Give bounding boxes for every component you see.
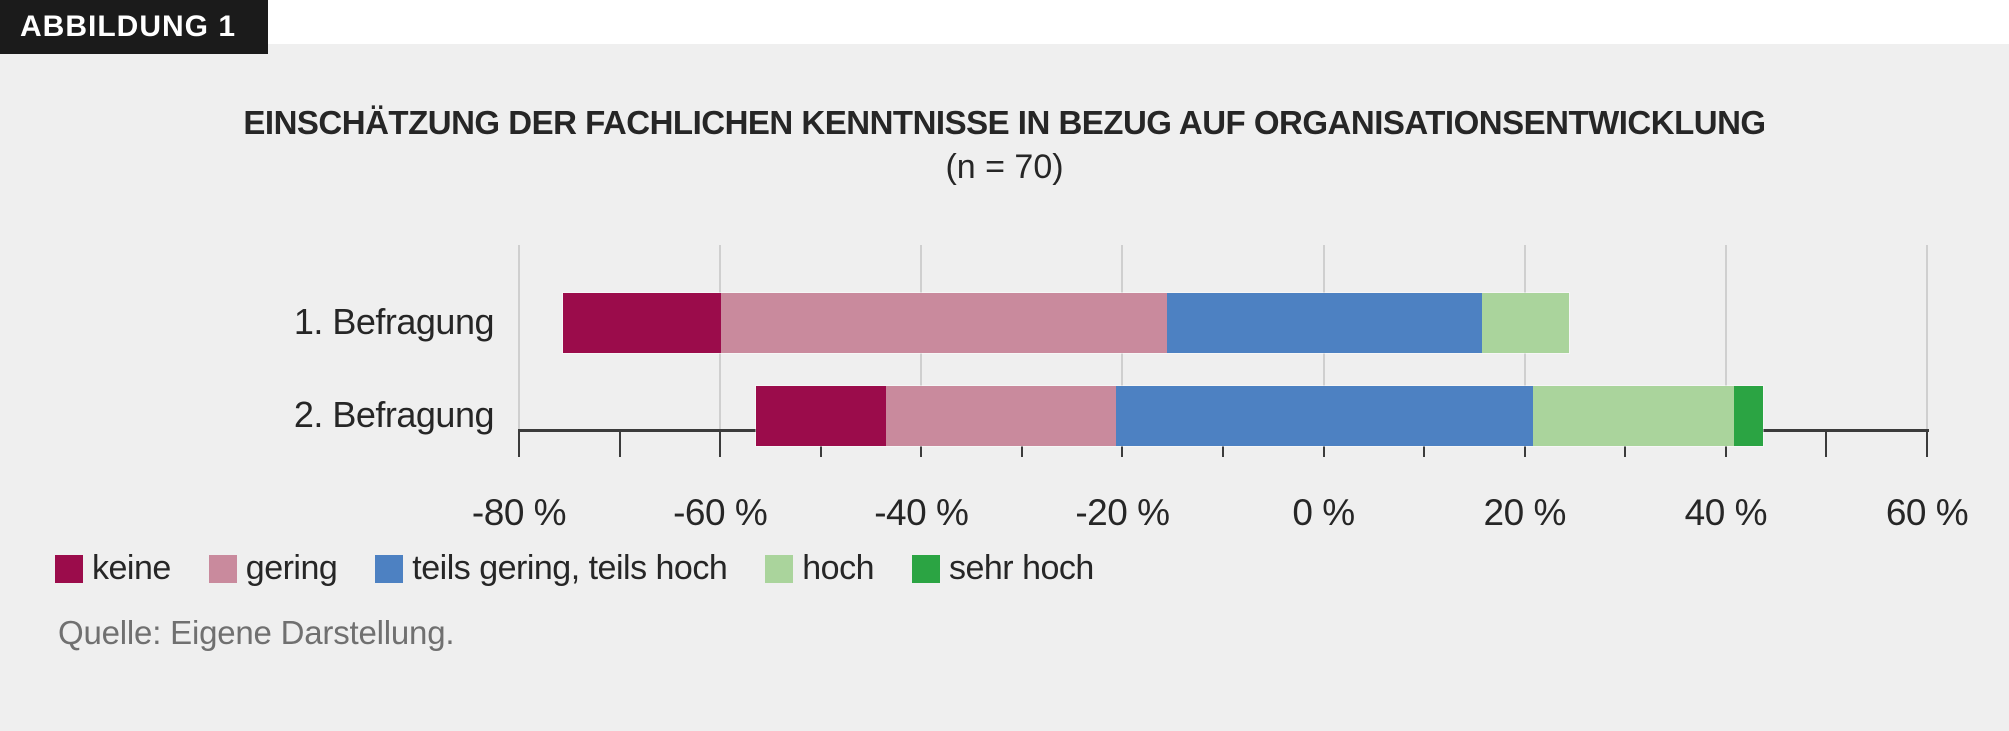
bar-segment-gering bbox=[886, 386, 1117, 446]
legend-swatch bbox=[911, 554, 940, 583]
x-tick-label: 0 % bbox=[1292, 492, 1355, 533]
x-tick-label: -20 % bbox=[1075, 492, 1170, 533]
legend-swatch bbox=[765, 554, 794, 583]
legend-item: gering bbox=[208, 549, 338, 588]
x-tick-label: -60 % bbox=[673, 492, 768, 533]
bar-segment-hoch bbox=[1532, 386, 1734, 446]
legend-item: teils gering, teils hoch bbox=[375, 549, 728, 588]
legend-label: hoch bbox=[802, 549, 874, 587]
x-tick-label: -40 % bbox=[874, 492, 969, 533]
gridline bbox=[1926, 245, 1928, 429]
bar-segment-gering bbox=[721, 293, 1167, 353]
x-tick-label: 20 % bbox=[1483, 492, 1567, 533]
legend-swatch bbox=[208, 554, 237, 583]
bar-segment-hoch bbox=[1482, 293, 1569, 353]
legend-item: keine bbox=[55, 549, 171, 588]
bar-row-1 bbox=[562, 292, 1570, 354]
legend-label: gering bbox=[245, 549, 338, 587]
legend: keine gering teils gering, teils hoch hoch s… bbox=[55, 549, 1094, 588]
bar-segment-keine bbox=[563, 293, 722, 353]
bar-segment-teils-gering-teils-hoch bbox=[1116, 386, 1533, 446]
legend-label: keine bbox=[92, 549, 171, 587]
chart-subtitle: (n = 70) bbox=[945, 148, 1064, 186]
category-label: 2. Befragung bbox=[293, 394, 495, 435]
source-note: Quelle: Eigene Darstellung. bbox=[58, 614, 455, 651]
gridline bbox=[518, 245, 520, 429]
x-axis-tick bbox=[1825, 429, 1828, 457]
bar-row-2 bbox=[755, 385, 1765, 447]
figure-tag-label: ABBILDUNG 1 bbox=[20, 10, 237, 43]
bar-segment-keine bbox=[756, 386, 887, 446]
bar-segment-teils-gering-teils-hoch bbox=[1166, 293, 1483, 353]
legend-swatch bbox=[55, 554, 83, 583]
legend-swatch bbox=[375, 554, 404, 583]
category-label: 1. Befragung bbox=[293, 301, 495, 342]
figure-tag: ABBILDUNG 1 bbox=[0, 0, 268, 54]
x-axis-tick bbox=[618, 429, 621, 457]
x-tick-label: -80 % bbox=[471, 492, 567, 533]
gridline bbox=[1724, 245, 1727, 429]
chart-title: EINSCHÄTZUNG DER FACHLICHEN KENNTNISSE I… bbox=[243, 104, 1766, 141]
legend-label: teils gering, teils hoch bbox=[412, 549, 728, 587]
legend-item: hoch bbox=[765, 549, 874, 588]
x-axis-tick bbox=[1926, 429, 1928, 457]
x-axis-tick bbox=[719, 429, 722, 457]
x-tick-label: 60 % bbox=[1885, 492, 1969, 533]
legend-label: sehr hoch bbox=[948, 549, 1094, 587]
x-axis-tick bbox=[518, 429, 520, 457]
x-tick-label: 40 % bbox=[1684, 492, 1768, 533]
bar-segment-sehr-hoch bbox=[1733, 386, 1764, 446]
legend-item: sehr hoch bbox=[911, 549, 1094, 588]
